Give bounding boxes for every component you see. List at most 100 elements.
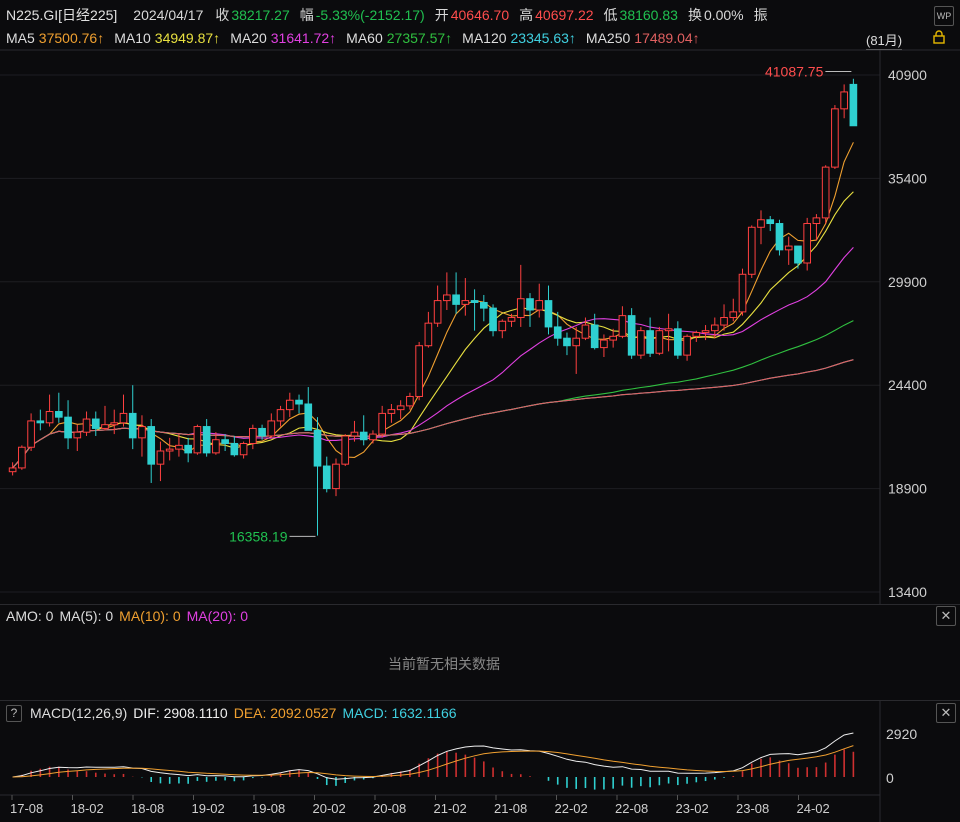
candle-down (322, 465, 331, 490)
y-tick-label: 40900 (888, 67, 927, 83)
y-tick-label: 35400 (888, 170, 927, 186)
candle-up (45, 411, 54, 424)
candle-up (738, 273, 747, 313)
ma-label-5: MA250 (585, 30, 631, 46)
window-icon[interactable]: WP (934, 6, 954, 26)
y-tick-label: 24400 (888, 377, 927, 393)
candle-up (461, 300, 470, 305)
candle-down (489, 307, 497, 332)
candle-up (175, 444, 183, 450)
candle-up (701, 330, 710, 334)
ma-label-0: MA5 (6, 30, 35, 46)
x-tick-label: 21-02 (434, 801, 467, 816)
ma5-line (12, 142, 854, 469)
candle-down (674, 328, 682, 356)
x-tick-label: 20-02 (313, 801, 346, 816)
candle-up (138, 426, 146, 439)
ma-value-3: 27357.57↑ (386, 30, 453, 46)
candle-down (359, 431, 368, 441)
candle-up (720, 317, 728, 326)
x-tick-label: 22-02 (555, 801, 588, 816)
candle-up (156, 450, 165, 465)
x-tick-label: 21-08 (494, 801, 527, 816)
candle-up (276, 409, 285, 422)
candle-up (581, 324, 590, 339)
candle-down (304, 403, 313, 431)
candle-up (267, 420, 276, 437)
ma-label-3: MA60 (346, 30, 383, 46)
open-label: 开 (434, 7, 449, 23)
candle-up (443, 294, 451, 302)
candle-down (91, 418, 100, 429)
ma-value-5: 17489.04↑ (634, 30, 700, 46)
amo-legend: AMO: 0 MA(5): 0 MA(10): 0 MA(20): 0 (6, 606, 254, 626)
turnover-label: 换 (687, 7, 702, 23)
candle-down (295, 399, 303, 405)
amplitude-label: 振 (753, 7, 768, 23)
candle-up (424, 322, 433, 347)
x-tick-label: 18-08 (131, 801, 164, 816)
macd-title: MACD(12,26,9) (30, 705, 128, 721)
candle-down (627, 315, 636, 356)
ma-legend: MA5 37500.76↑ MA10 34949.87↑ MA20 31641.72↑ MA… (6, 28, 710, 48)
candle-up (507, 317, 516, 322)
ma60-line (12, 320, 854, 469)
candle-down (590, 324, 599, 349)
change-label: 幅 (299, 7, 314, 23)
candle-up (516, 298, 525, 319)
candle-up (18, 446, 26, 469)
candle-down (313, 429, 322, 467)
candle-up (433, 300, 442, 324)
close-macd-icon[interactable]: ✕ (936, 703, 956, 723)
candle-up (387, 409, 396, 414)
candle-up (803, 223, 812, 264)
low-label: 低 (603, 7, 618, 23)
candle-up (757, 219, 765, 228)
open-value: 40646.70 (450, 7, 510, 23)
macd-tick-label: 0 (886, 770, 894, 786)
amo-ma20: MA(20): 0 (186, 608, 249, 624)
lock-icon[interactable] (932, 30, 946, 44)
candle-up (249, 427, 257, 444)
candle-up (655, 330, 664, 354)
candle-up (692, 332, 701, 337)
ma-value-4: 23345.63↑ (510, 30, 576, 46)
candle-down (563, 337, 571, 347)
candle-up (350, 431, 359, 437)
candlestick-chart[interactable]: 40900 35400 29900 24400 18900 13400 41087.75 16… (0, 0, 960, 604)
y-tick-label: 13400 (888, 584, 927, 600)
candle-up (600, 339, 608, 349)
candle-up (212, 439, 220, 454)
high-value: 40697.22 (535, 7, 594, 23)
candle-up (8, 467, 17, 473)
x-tick-label: 17-08 (10, 801, 43, 816)
candle-down (775, 223, 784, 251)
candle-up (101, 424, 109, 429)
candle-down (452, 294, 460, 305)
candle-down (147, 426, 156, 465)
x-tick-label: 19-08 (252, 801, 285, 816)
candle-up (73, 431, 82, 439)
candle-up (82, 418, 91, 433)
y-tick-label: 29900 (888, 274, 927, 290)
quote-date: 2024/04/17 (133, 7, 204, 23)
candle-up (831, 108, 839, 168)
close-amo-icon[interactable]: ✕ (936, 606, 956, 626)
help-icon[interactable]: ? (6, 704, 22, 722)
candle-down (36, 420, 45, 424)
candle-up (664, 328, 673, 332)
candle-down (64, 416, 72, 439)
candle-down (479, 301, 488, 309)
candle-up (812, 217, 821, 225)
candle-up (618, 315, 627, 337)
candle-down (128, 412, 137, 439)
amo-ma5: MA(5): 0 (59, 608, 114, 624)
amo-ma10: MA(10): 0 (119, 608, 181, 624)
candle-up (332, 463, 340, 490)
change-value: -5.33%(-2152.17) (315, 7, 425, 23)
candle-down (526, 298, 534, 311)
macd-dea: DEA: 2092.0527 (233, 705, 337, 721)
candle-up (821, 166, 830, 219)
low-value: 38160.83 (619, 7, 678, 23)
dea-line (12, 745, 854, 778)
